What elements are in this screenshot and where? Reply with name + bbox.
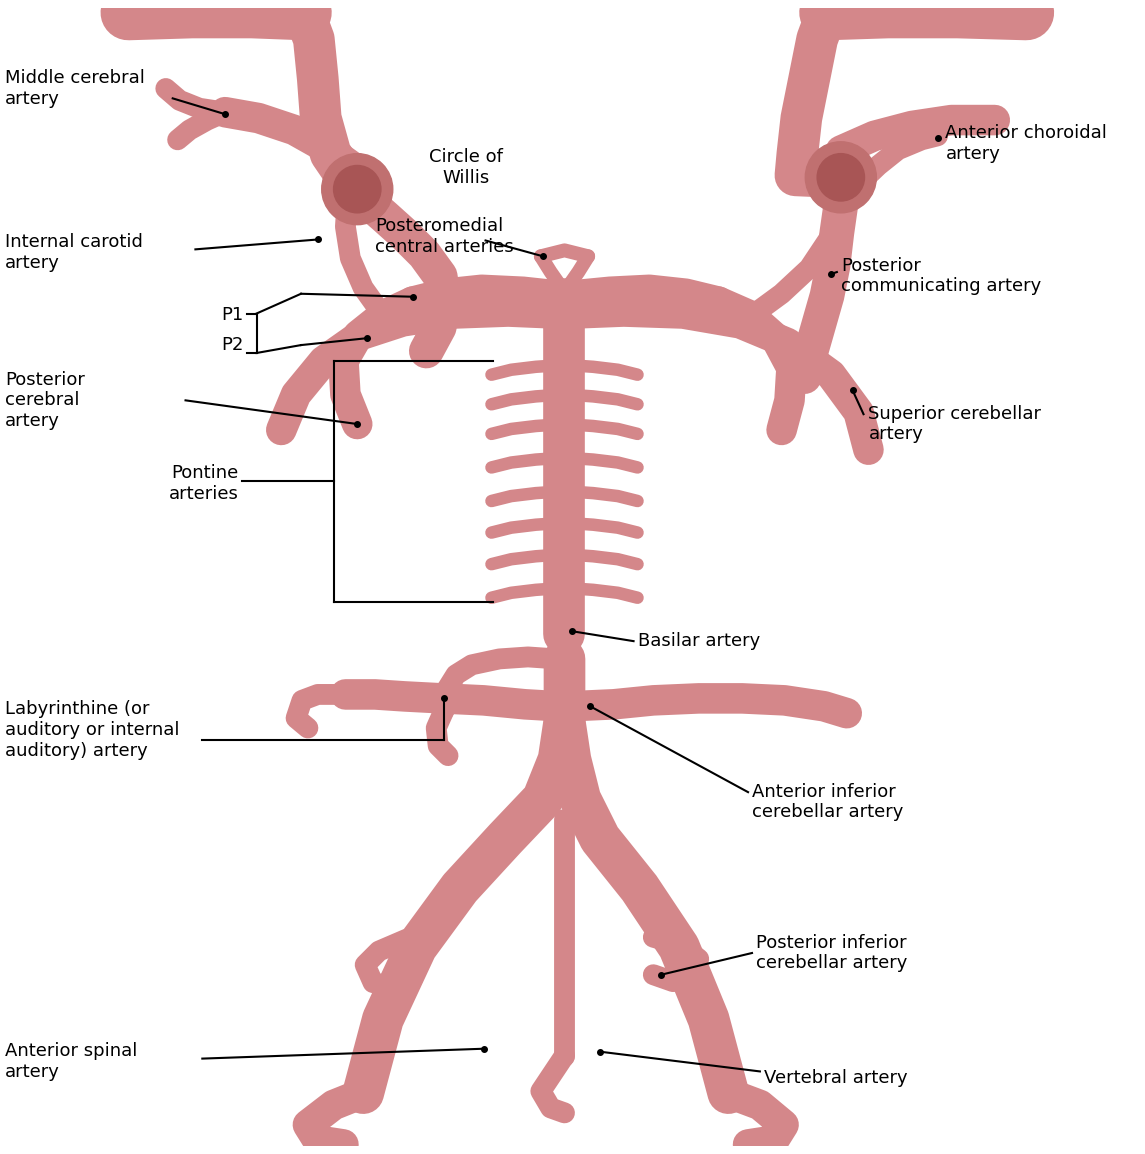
Text: Middle cerebral
artery: Middle cerebral artery: [5, 69, 144, 107]
Text: Posterior inferior
cerebellar artery: Posterior inferior cerebellar artery: [756, 934, 907, 973]
Circle shape: [805, 142, 876, 212]
Text: P2: P2: [221, 336, 244, 354]
Text: Posterior
communicating artery: Posterior communicating artery: [840, 256, 1041, 295]
Text: Vertebral artery: Vertebral artery: [764, 1070, 908, 1087]
Circle shape: [333, 165, 381, 212]
Text: Circle of
Willis: Circle of Willis: [429, 148, 503, 187]
Circle shape: [322, 153, 393, 225]
Text: Posteromedial
central arteries: Posteromedial central arteries: [376, 217, 514, 256]
Text: Anterior inferior
cerebellar artery: Anterior inferior cerebellar artery: [752, 782, 903, 822]
Text: Posterior
cerebral
artery: Posterior cerebral artery: [5, 370, 85, 430]
Text: Labyrinthine (or
auditory or internal
auditory) artery: Labyrinthine (or auditory or internal au…: [5, 700, 180, 759]
Text: Pontine
arteries: Pontine arteries: [169, 464, 239, 503]
Text: Basilar artery: Basilar artery: [638, 632, 760, 650]
Text: Anterior choroidal
artery: Anterior choroidal artery: [946, 125, 1107, 163]
Text: Superior cerebellar
artery: Superior cerebellar artery: [868, 405, 1042, 443]
Text: Internal carotid
artery: Internal carotid artery: [5, 233, 143, 271]
Text: P1: P1: [221, 307, 243, 324]
Circle shape: [818, 153, 864, 201]
Text: Anterior spinal
artery: Anterior spinal artery: [5, 1042, 137, 1081]
